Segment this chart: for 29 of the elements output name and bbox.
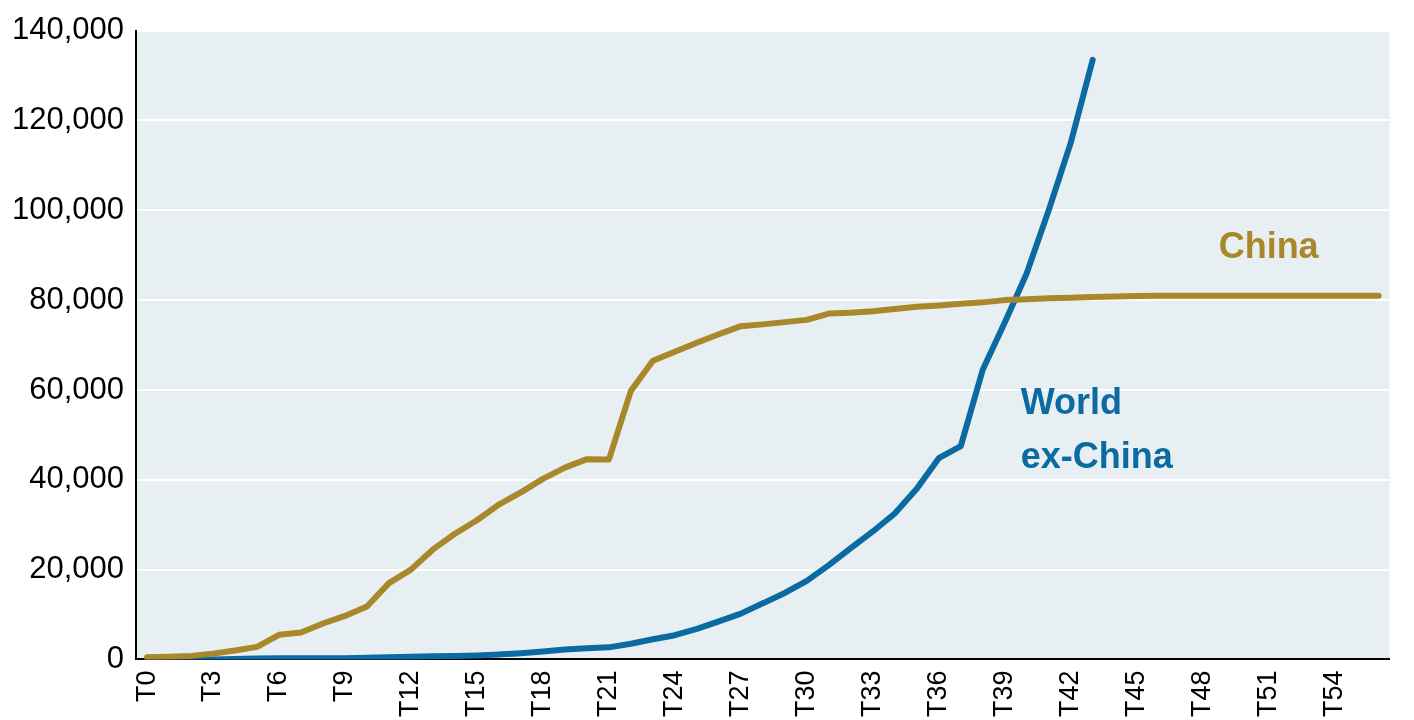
x-tick-label: T45 xyxy=(1120,670,1151,718)
y-tick-label: 140,000 xyxy=(11,11,125,47)
x-tick-label: T0 xyxy=(130,670,161,702)
y-tick-label: 40,000 xyxy=(29,460,125,496)
series-label: China xyxy=(1218,224,1320,266)
x-tick-label: T54 xyxy=(1318,670,1349,718)
x-tick-label: T18 xyxy=(526,670,557,718)
x-tick-label: T36 xyxy=(922,670,953,718)
y-tick-label: 120,000 xyxy=(11,100,125,136)
x-tick-label: T9 xyxy=(328,670,359,702)
x-tick-label: T48 xyxy=(1186,670,1217,718)
x-tick-label: T33 xyxy=(856,670,887,718)
x-tick-label: T21 xyxy=(592,670,623,718)
y-tick-label: 80,000 xyxy=(29,280,125,316)
x-tick-label: T15 xyxy=(460,670,491,718)
x-tick-label: T27 xyxy=(724,670,755,718)
y-tick-label: 60,000 xyxy=(29,370,125,406)
y-tick-label: 100,000 xyxy=(11,190,125,226)
x-tick-label: T42 xyxy=(1054,670,1085,718)
x-tick-label: T39 xyxy=(988,670,1019,718)
x-tick-label: T3 xyxy=(196,670,227,702)
y-tick-label: 20,000 xyxy=(29,550,125,586)
series-label: World ex-China xyxy=(1020,381,1174,477)
x-tick-label: T6 xyxy=(262,670,293,702)
x-tick-label: T12 xyxy=(394,670,425,718)
x-tick-label: T30 xyxy=(790,670,821,718)
y-tick-label: 0 xyxy=(106,640,125,676)
x-tick-label: T24 xyxy=(658,670,689,718)
x-tick-label: T51 xyxy=(1252,670,1283,718)
